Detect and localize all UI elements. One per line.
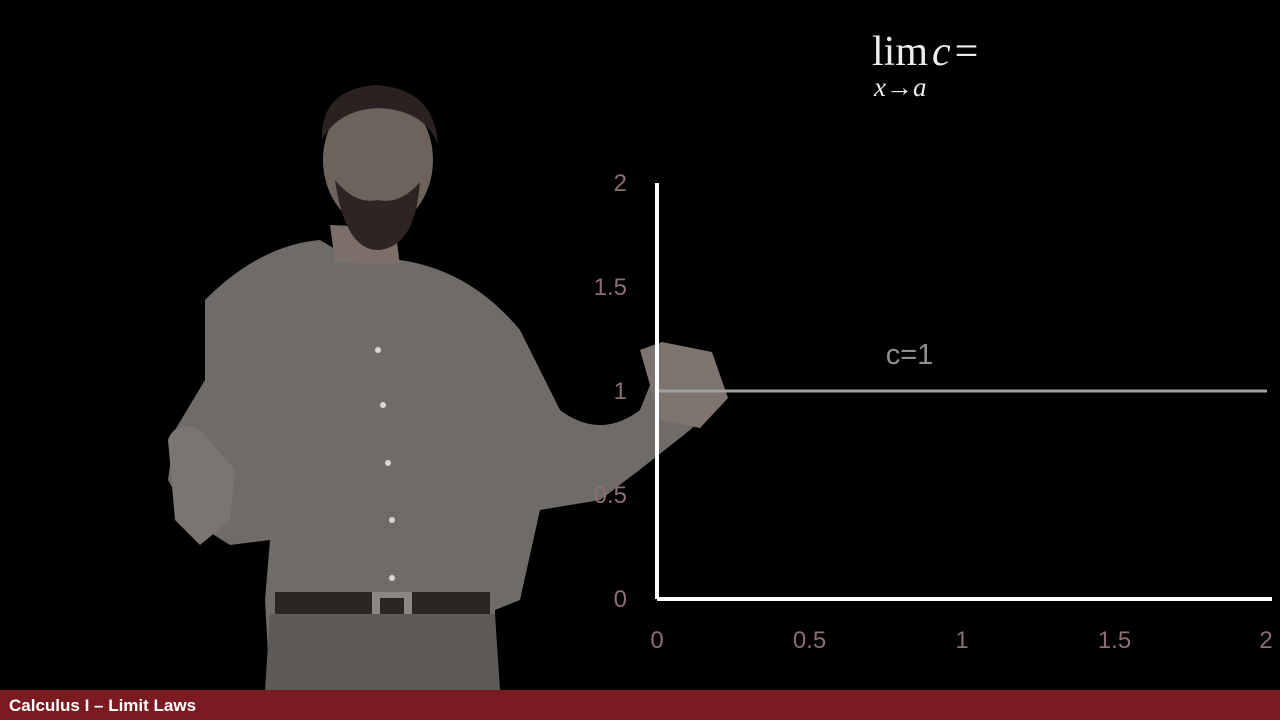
- x-tick-label: 0: [650, 627, 663, 654]
- x-tick-label: 2: [1259, 627, 1272, 654]
- constant-function-chart: 2 1.5 1 0.5 0 0 0.5 1 1.5 2 c=1: [594, 170, 1273, 654]
- formula-variable: c: [932, 29, 951, 75]
- x-tick-label: 1.5: [1098, 627, 1131, 654]
- footer-bar: Calculus I – Limit Laws: [0, 690, 1280, 720]
- y-tick-label: 1: [614, 378, 627, 405]
- y-tick-label: 0.5: [594, 482, 627, 509]
- course-title: Calculus I – Limit Laws: [9, 696, 197, 715]
- y-tick-label: 0: [614, 586, 627, 613]
- y-tick-label: 1.5: [594, 274, 627, 301]
- lim-operator: lim: [872, 29, 929, 75]
- annotation-c-equals-1: c=1: [886, 339, 934, 371]
- x-tick-label: 1: [955, 627, 968, 654]
- x-tick-label: 0.5: [793, 627, 826, 654]
- limit-formula: lim c = x→a: [872, 28, 979, 102]
- y-tick-label: 2: [614, 170, 627, 197]
- limit-subscript: x→a: [874, 72, 927, 102]
- equals-sign: =: [954, 29, 979, 75]
